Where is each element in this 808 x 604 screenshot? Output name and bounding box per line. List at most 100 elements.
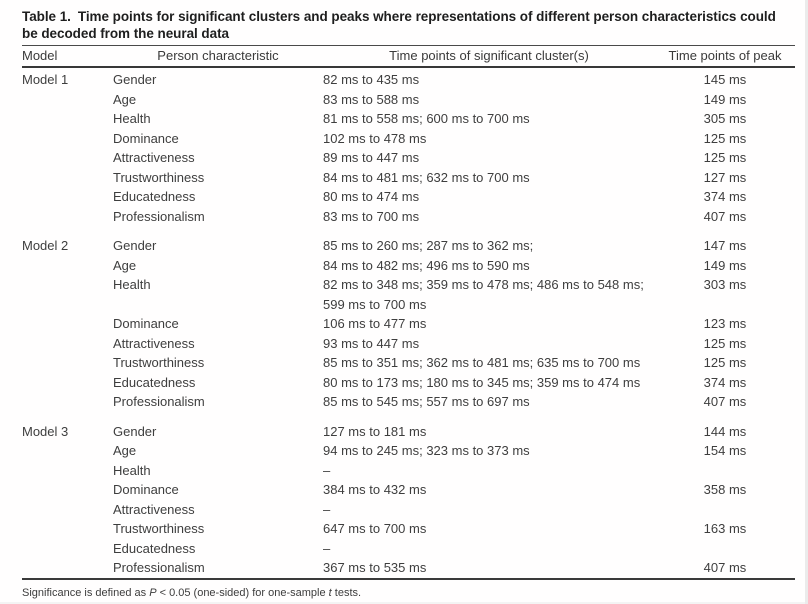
model-group: Model 2 Gender 85 ms to 260 ms; 287 ms to … [22, 226, 795, 412]
clusters-cell: 647 ms to 700 ms [323, 521, 427, 536]
clusters-cell: 83 ms to 700 ms [323, 208, 420, 224]
table-row: Educatedness – [22, 539, 795, 559]
characteristic-cell: Professionalism [113, 394, 205, 409]
model-group: Model 1 Gender 82 ms to 435 ms 145 ms Age 83 … [22, 67, 795, 226]
characteristic-cell: Professionalism [113, 208, 205, 224]
model-label-cell [22, 109, 113, 129]
results-table: Model Person characteristic Time points … [22, 45, 795, 580]
peak-cell: 125 ms [703, 355, 747, 370]
characteristic-cell: Age [113, 91, 137, 107]
table-caption: Table 1. Time points for significant clus… [22, 8, 795, 42]
model-label-cell [22, 334, 113, 354]
peak-cell: 125 ms [703, 335, 747, 351]
footnote-text: < 0.05 (one-sided) for one-sample [156, 586, 329, 599]
table-row: Health 82 ms to 348 ms; 359 ms to 478 ms;… [22, 275, 795, 314]
model-label-cell [22, 558, 113, 579]
table-row: Trustworthiness 85 ms to 351 ms; 362 ms t… [22, 353, 795, 373]
model-label-cell [22, 519, 113, 539]
peak-cell: 125 ms [703, 150, 747, 165]
characteristic-cell: Dominance [113, 482, 179, 497]
characteristic-cell: Trustworthiness [113, 169, 205, 185]
peak-cell: 374 ms [703, 374, 747, 390]
clusters-cell: 93 ms to 447 ms [323, 335, 420, 351]
column-header-peak: Time points of peak [655, 45, 795, 68]
table-row: Age 84 ms to 482 ms; 496 ms to 590 ms 149 … [22, 256, 795, 276]
model-label-cell [22, 500, 113, 520]
table-row: Model 1 Gender 82 ms to 435 ms 145 ms [22, 67, 795, 90]
model-label-cell: Model 1 [22, 72, 69, 87]
characteristic-cell: Attractiveness [113, 150, 195, 165]
model-label-cell [22, 441, 113, 461]
peak-cell: 144 ms [703, 423, 747, 439]
column-header-significant-clusters: Time points of significant cluster(s) [323, 45, 655, 68]
table-row: Educatedness 80 ms to 474 ms 374 ms [22, 187, 795, 207]
table-header: Model Person characteristic Time points … [22, 45, 795, 68]
table-row: Professionalism 83 ms to 700 ms 407 ms [22, 207, 795, 227]
table-footnote: Significance is defined as P < 0.05 (one… [22, 587, 795, 600]
table-row: Dominance 384 ms to 432 ms 358 ms [22, 480, 795, 500]
characteristic-cell: Educatedness [113, 540, 196, 556]
footnote-p-symbol: P [149, 586, 157, 599]
clusters-cell: 84 ms to 481 ms; 632 ms to 700 ms [323, 169, 530, 185]
table-row: Dominance 106 ms to 477 ms 123 ms [22, 314, 795, 334]
model-label-cell [22, 129, 113, 149]
peak-cell: 145 ms [703, 72, 747, 87]
clusters-cell: 102 ms to 478 ms [323, 130, 427, 146]
footnote-t-symbol: t [328, 586, 332, 599]
peak-cell: 407 ms [703, 208, 747, 224]
clusters-cell: – [323, 462, 331, 478]
clusters-cell: 384 ms to 432 ms [323, 482, 427, 497]
characteristic-cell: Health [113, 111, 151, 126]
table-row: Dominance 102 ms to 478 ms 125 ms [22, 129, 795, 149]
model-label-cell [22, 187, 113, 207]
model-label-cell: Model 2 [22, 238, 69, 253]
peak-cell: 407 ms [703, 560, 747, 575]
characteristic-cell: Educatedness [113, 189, 196, 204]
clusters-cell: 82 ms to 435 ms [323, 72, 420, 87]
characteristic-cell: Attractiveness [113, 501, 195, 517]
peak-cell: 358 ms [703, 482, 747, 497]
clusters-cell: 81 ms to 558 ms; 600 ms to 700 ms [323, 111, 530, 126]
characteristic-cell: Professionalism [113, 560, 205, 575]
clusters-cell: 83 ms to 588 ms [323, 91, 420, 107]
table-row: Attractiveness 93 ms to 447 ms 125 ms [22, 334, 795, 354]
characteristic-cell: Gender [113, 72, 157, 87]
clusters-cell: 89 ms to 447 ms [323, 150, 420, 165]
clusters-cell: 85 ms to 351 ms; 362 ms to 481 ms; 635 m… [323, 355, 641, 370]
peak-cell: 149 ms [703, 91, 747, 107]
peak-cell: 154 ms [703, 443, 747, 458]
clusters-cell: 94 ms to 245 ms; 323 ms to 373 ms [323, 443, 530, 458]
table-caption-text: Time points for significant clusters and… [22, 9, 776, 41]
table-row: Age 94 ms to 245 ms; 323 ms to 373 ms 154 … [22, 441, 795, 461]
characteristic-cell: Educatedness [113, 374, 196, 390]
table-row: Educatedness 80 ms to 173 ms; 180 ms to 3… [22, 373, 795, 393]
clusters-cell: 106 ms to 477 ms [323, 316, 427, 331]
clusters-cell: 80 ms to 173 ms; 180 ms to 345 ms; 359 m… [323, 374, 641, 390]
table-row: Health 81 ms to 558 ms; 600 ms to 700 ms 3… [22, 109, 795, 129]
peak-cell: 147 ms [703, 238, 747, 253]
peak-cell [655, 461, 795, 481]
clusters-cell: 85 ms to 260 ms; 287 ms to 362 ms; [323, 238, 534, 253]
footnote-text: tests. [331, 586, 362, 599]
characteristic-cell: Attractiveness [113, 335, 195, 351]
table-row: Trustworthiness 84 ms to 481 ms; 632 ms t… [22, 168, 795, 188]
peak-cell: 149 ms [703, 257, 747, 273]
peak-cell: 303 ms [703, 277, 747, 292]
model-label-cell [22, 373, 113, 393]
peak-cell: 407 ms [703, 394, 747, 409]
model-label-cell [22, 207, 113, 227]
peak-cell: 123 ms [703, 316, 747, 331]
characteristic-cell: Age [113, 443, 137, 458]
model-label-cell [22, 90, 113, 110]
peak-cell: 127 ms [703, 169, 747, 185]
characteristic-cell: Dominance [113, 130, 179, 146]
characteristic-cell: Dominance [113, 316, 179, 331]
model-label-cell [22, 168, 113, 188]
characteristic-cell: Gender [113, 423, 157, 439]
column-header-person-characteristic: Person characteristic [113, 45, 323, 68]
footnote-text: Significance is defined as [22, 586, 150, 599]
characteristic-cell: Trustworthiness [113, 355, 205, 370]
model-label-cell [22, 275, 113, 314]
clusters-cell: – [323, 501, 331, 517]
